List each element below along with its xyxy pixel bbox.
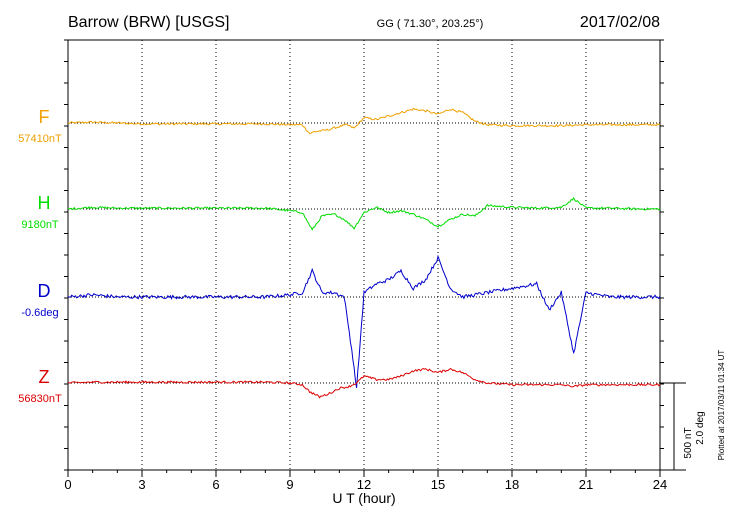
- series-line-f: [67, 107, 661, 135]
- series-line-h: [67, 196, 661, 231]
- coordinates-label: GG ( 71.30°, 203.25°): [377, 18, 484, 30]
- x-tick-label: 24: [653, 477, 667, 492]
- series-baseline-f: 57410nT: [18, 133, 62, 145]
- series-name-d: D: [38, 281, 51, 301]
- x-tick-labels: 0 3 6 9 12 15 18 21 24: [64, 477, 667, 492]
- series-name-h: H: [38, 193, 51, 213]
- scale-bar: 500 nT 2.0 deg: [660, 382, 706, 471]
- series-baseline-h: 9180nT: [21, 219, 59, 231]
- scale-nt-label: 500 nT: [683, 427, 694, 458]
- series-name-z: Z: [39, 367, 50, 387]
- series-baseline-z: 56830nT: [18, 393, 62, 405]
- series-labels: F 57410nT H 9180nT D -0.6deg Z 56830nT: [18, 107, 62, 405]
- series-line-d: [67, 254, 661, 388]
- x-tick-label: 12: [357, 477, 371, 492]
- x-tick-label: 15: [431, 477, 445, 492]
- plotted-timestamp: Plotted at 2017/03/11 01:34 UT: [717, 350, 726, 461]
- x-tick-label: 21: [579, 477, 593, 492]
- x-tick-label: 6: [212, 477, 219, 492]
- x-tick-label: 0: [64, 477, 71, 492]
- x-tick-label: 18: [505, 477, 519, 492]
- series-name-f: F: [39, 107, 50, 127]
- axis-ticks: [64, 39, 664, 477]
- series-group: [67, 107, 661, 399]
- date-label: 2017/02/08: [580, 14, 660, 31]
- scale-deg-label: 2.0 deg: [695, 411, 706, 444]
- series-line-z: [68, 367, 661, 399]
- x-tick-label: 9: [286, 477, 293, 492]
- grid-lines: [141, 40, 587, 470]
- station-title: Barrow (BRW) [USGS]: [68, 14, 230, 31]
- series-baseline-d: -0.6deg: [21, 307, 58, 319]
- x-tick-label: 3: [138, 477, 145, 492]
- x-axis-label: U T (hour): [332, 490, 395, 506]
